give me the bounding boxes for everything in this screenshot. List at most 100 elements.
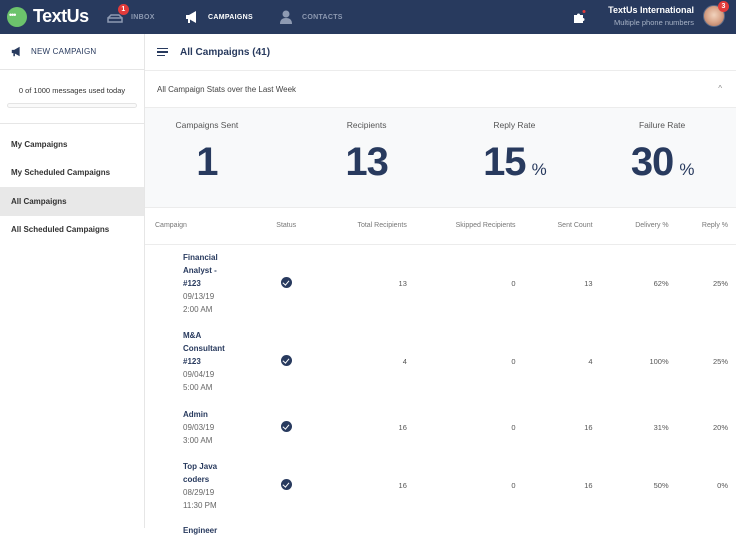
sidebar: NEW CAMPAIGN 0 of 1000 messages used tod… [0,34,145,528]
skipped-recipients: 0 [511,278,516,288]
campaign-date: 09/13/19 [183,291,215,301]
stat-failure-rate: Failure Rate 30% [588,108,736,207]
check-circle-icon [280,355,292,366]
phone-numbers-label: Multiple phone numbers [613,18,694,27]
stats-accordion-header[interactable]: All Campaign Stats over the Last Week ^ [145,71,736,108]
campaign-cell[interactable]: Top Java coders 08/29/19 11:30 PM [145,453,257,518]
check-circle-icon [280,420,292,432]
col-reply[interactable]: Reply % [668,208,736,245]
col-delivery[interactable]: Delivery % [592,208,669,245]
stat-reply-rate: Reply Rate 15% [441,108,589,207]
reply-percent: 0% [717,481,728,490]
sent-count: 4 [588,357,593,366]
organization-name: TextUs International [608,5,694,15]
sidebar-item-all-campaigns[interactable]: All Campaigns [0,187,144,216]
campaign-name[interactable]: M&A Consultant #123 [183,331,225,366]
col-skipped-recipients[interactable]: Skipped Recipients [406,208,516,245]
sidebar-item-my-scheduled-campaigns[interactable]: My Scheduled Campaigns [11,168,111,178]
skipped-recipients: 0 [511,481,516,490]
stats-panel: Campaigns Sent 1 Recipients 13 Reply Rat… [145,108,736,208]
user-icon [278,10,294,24]
total-recipients: 4 [402,357,407,366]
stat-recipients: Recipients 13 [293,108,441,207]
logo-text: TextUs [33,6,89,26]
page-title: All Campaigns (41) [180,46,271,58]
integrations-puzzle-icon[interactable] [572,10,586,23]
campaign-time: 11:30 PM [183,500,217,510]
page-header: All Campaigns (41) [145,34,736,71]
col-sent-count[interactable]: Sent Count [515,208,593,245]
sent-count: 16 [584,422,593,432]
campaign-cell[interactable]: Admin 09/03/19 3:00 AM [145,401,257,453]
col-total-recipients[interactable]: Total Recipients [315,208,407,245]
sidebar-item-my-campaigns[interactable]: My Campaigns [11,139,68,149]
menu-icon[interactable] [157,47,168,57]
chat-bubble-icon [7,6,27,27]
check-circle-icon [280,479,292,490]
nav-campaigns[interactable]: CAMPAIGNS [184,0,253,34]
megaphone-icon [184,10,200,24]
campaign-time: 5:00 AM [183,383,213,392]
stat-value: 1 [196,140,218,184]
textus-logo[interactable]: TextUs [7,6,89,27]
campaign-name[interactable]: Financial Analyst - #123 [183,252,218,288]
usage-text: 0 of 1000 messages used today [18,86,126,95]
delivery-percent: 50% [653,481,669,490]
nav-inbox[interactable]: 1 INBOX [107,0,155,34]
new-campaign-label: NEW CAMPAIGN [31,47,97,56]
sidebar-item-all-scheduled-campaigns[interactable]: All Scheduled Campaigns [11,225,110,235]
chevron-up-icon[interactable]: ^ [718,84,722,93]
stat-label: Recipients [346,120,387,130]
table-header-row: Campaign Status Total Recipients Skipped… [145,208,736,245]
campaigns-table: Campaign Status Total Recipients Skipped… [145,208,736,548]
top-nav-bar: TextUs 1 INBOX CAMPAIGNS CONTACTS TextUs… [0,0,736,34]
campaign-name[interactable]: Engineer [183,526,218,535]
table-row[interactable]: Admin 09/03/19 3:00 AM 16 0 16 31% 20% [145,401,736,453]
stats-header-label: All Campaign Stats over the Last Week [157,84,297,94]
account-area[interactable]: TextUs International Multiple phone numb… [556,0,736,34]
stat-campaigns-sent: Campaigns Sent 1 [133,108,281,207]
campaign-date: 09/04/19 [183,370,215,379]
stat-value: 30% [630,140,695,184]
inbox-badge: 1 [118,4,129,15]
stat-label: Campaigns Sent [175,120,239,130]
reply-percent: 25% [712,357,728,366]
sent-count: 16 [584,481,593,490]
table-row[interactable]: Top Java coders 08/29/19 11:30 PM 16 0 1… [145,453,736,518]
nav-campaigns-label: CAMPAIGNS [208,13,253,21]
table-row[interactable]: Engineer [145,518,736,548]
delivery-percent: 100% [649,357,669,366]
reply-percent: 25% [712,278,728,288]
campaign-cell[interactable]: Financial Analyst - #123 09/13/19 2:00 A… [145,244,257,322]
campaign-time: 2:00 AM [183,304,213,314]
nav-contacts[interactable]: CONTACTS [278,0,343,34]
campaign-date: 08/29/19 [183,487,215,497]
stat-value: 15% [483,140,547,184]
col-campaign[interactable]: Campaign [145,208,257,245]
table-row[interactable]: M&A Consultant #123 09/04/19 5:00 AM 4 0… [145,322,736,401]
campaign-cell[interactable]: M&A Consultant #123 09/04/19 5:00 AM [145,322,257,401]
usage-progress-bar [7,103,137,108]
delivery-percent: 62% [653,278,669,288]
nav-inbox-label: INBOX [131,13,155,21]
new-campaign-button[interactable]: NEW CAMPAIGN [0,34,144,70]
delivery-percent: 31% [653,422,669,432]
campaign-name[interactable]: Admin [183,409,208,419]
campaign-name[interactable]: Top Java coders [183,461,218,484]
campaign-cell[interactable]: Engineer [145,518,257,548]
total-recipients: 13 [398,278,407,288]
skipped-recipients: 0 [511,357,516,366]
nav-contacts-label: CONTACTS [302,13,343,21]
inbox-icon: 1 [107,4,129,24]
check-circle-icon [280,276,292,288]
sent-count: 13 [584,278,593,288]
total-recipients: 16 [398,481,407,490]
message-usage: 0 of 1000 messages used today [0,70,144,124]
stat-label: Reply Rate [493,120,536,130]
table-row[interactable]: Financial Analyst - #123 09/13/19 2:00 A… [145,244,736,322]
avatar-badge: 3 [718,1,729,12]
megaphone-icon [11,46,20,57]
campaign-date: 09/03/19 [183,422,215,432]
main-content: All Campaigns (41) All Campaign Stats ov… [145,34,736,535]
col-status[interactable]: Status [256,208,316,245]
